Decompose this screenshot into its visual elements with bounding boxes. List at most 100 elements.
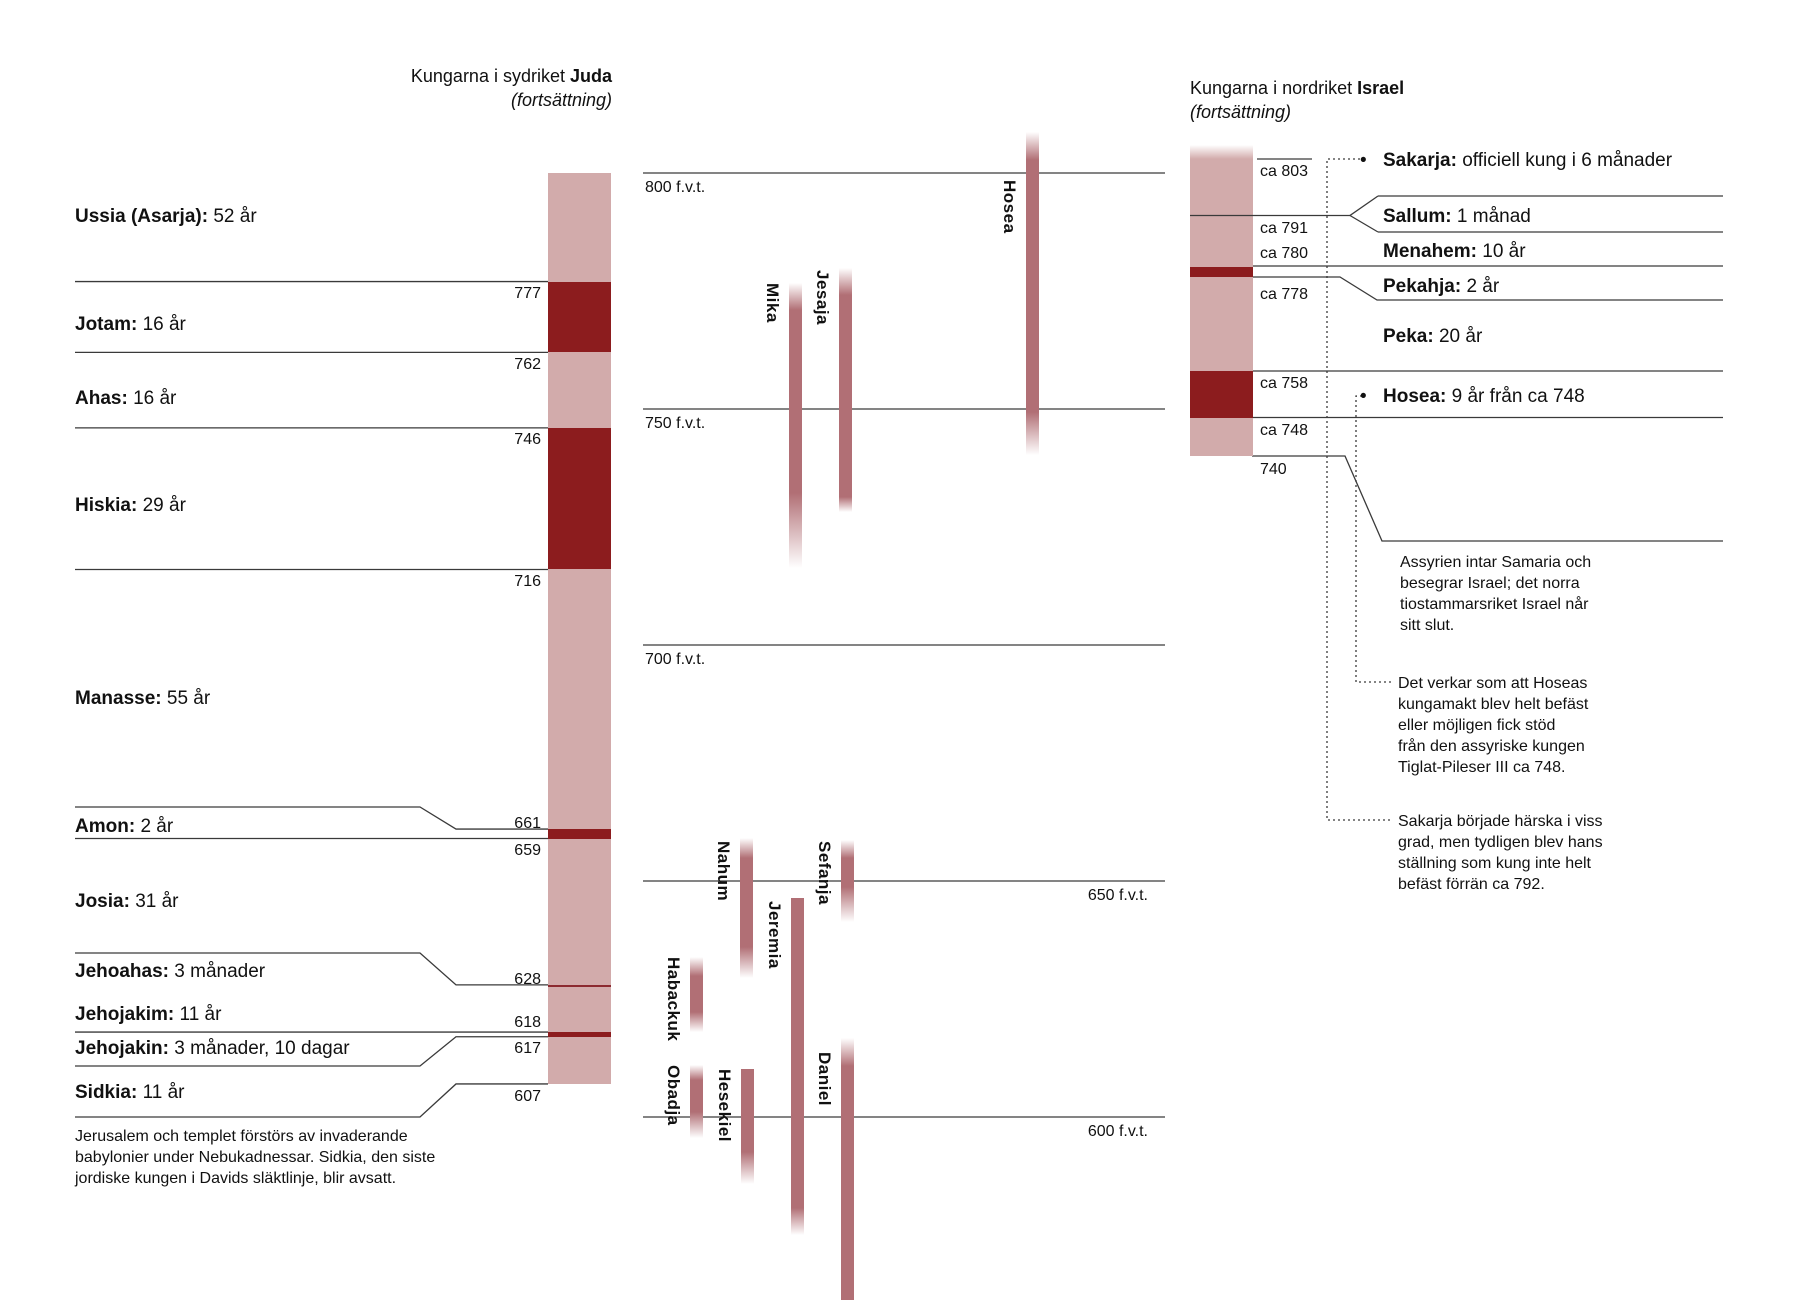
prophet-bar [840,840,854,922]
prophet-label: Daniel [815,1052,834,1107]
year-label: 716 [514,573,541,590]
annotation-line: kungamakt blev helt befäst [1398,696,1589,713]
king-separator-callout [75,952,548,986]
king-label: Jotam: 16 år [75,313,186,336]
king-detail: 1 månad [1456,206,1531,227]
juda-header: Kungarna i sydriket Juda (fortsättning) [411,64,612,112]
king-name: Jehojakim: [75,1004,175,1025]
prophet-bar [739,838,753,978]
king-label: Ussia (Asarja): 52 år [75,205,257,228]
juda-bar-segment [548,829,611,839]
annotation: Sakarja började härska i viss grad, men t… [1398,811,1603,895]
tick-label: 740 [1260,461,1287,478]
king-separator-callout [75,1036,548,1067]
king-name: Peka: [1383,326,1434,347]
tick-label: ca 780 [1260,245,1309,262]
king-detail: 3 månader, 10 dagar [174,1038,350,1059]
king-separator-callout [75,1083,548,1118]
juda-bar-segment [548,1036,611,1084]
king-name: Amon: [75,816,136,837]
king-detail: 2 år [1466,276,1500,297]
israel-king-label: Peka: 20 år [1383,325,1482,348]
juda-bar-segment [548,173,611,282]
juda-bar-marker-628 [548,984,611,987]
year-label: 777 [514,285,541,302]
king-label: Jehoahas: 3 månader [75,960,265,983]
king-detail: 55 år [166,688,211,709]
king-name: Manasse: [75,688,162,709]
tick-label: ca 748 [1260,422,1309,439]
sallum-arrow [1348,195,1379,233]
prophet-label: Sefanja [815,841,834,905]
juda-bar-segment [548,1032,611,1037]
prophet-bar [740,1069,754,1184]
juda-bar-segment [548,281,611,353]
king-name: Sallum: [1383,206,1452,227]
king-separator-callout [75,806,548,830]
prophet-bar [790,898,804,1235]
juda-bar-segment [548,352,611,428]
sakarja-dotted-connector [1326,158,1392,821]
king-detail: officiell kung i 6 månader [1462,150,1673,171]
juda-footnote: Jerusalem och templet förstörs av invade… [75,1126,435,1189]
israel-bar-segment [1190,159,1253,267]
era-label: 700 f.v.t. [645,651,706,668]
era-label: 750 f.v.t. [645,415,706,432]
prophet-label: Mika [763,283,782,323]
king-name: Hiskia: [75,495,138,516]
king-detail: 10 år [1482,241,1526,262]
annotation-line: Det verkar som att Hoseas [1398,675,1588,692]
king-detail: 3 månader [174,961,266,982]
king-name: Josia: [75,891,130,912]
annotation-line: befäst förrän ca 792. [1398,876,1545,893]
tick-label: ca 791 [1260,220,1309,237]
king-label: Sidkia: 11 år [75,1081,185,1104]
year-label: 746 [514,431,541,448]
king-name: Menahem: [1383,241,1477,262]
king-label: Josia: 31 år [75,890,179,913]
prophet-bar [1025,132,1039,455]
israel-bar-segment [1190,418,1253,456]
king-name: Ussia (Asarja): [75,206,209,227]
year-label: 661 [514,815,541,832]
annotation-line: Sakarja började härska i viss [1398,813,1603,830]
prophet-label: Nahum [714,841,733,902]
israel-king-label: Pekahja: 2 år [1383,275,1499,298]
king-name: Pekahja: [1383,276,1462,297]
prophet-bar [840,1038,854,1300]
year-label: 607 [514,1088,541,1105]
footnote-line: jordiske kungen i Davids släktlinje, bli… [75,1170,397,1187]
annotation-line: besegrar Israel; det norra [1400,575,1580,592]
annotation: Assyrien intar Samaria och besegrar Israe… [1400,552,1591,636]
assyria-callout-line [1252,455,1723,542]
king-detail: 9 år från ca 748 [1451,386,1585,407]
footnote-line: Jerusalem och templet förstörs av invade… [75,1128,408,1145]
israel-bar-segment [1190,371,1253,418]
king-detail: 11 år [179,1004,222,1025]
annotation: Det verkar som att Hoseas kungamakt blev … [1398,673,1588,778]
bullet-icon: • [1360,150,1367,171]
king-name: Sakarja: [1383,150,1457,171]
prophet-label: Habackuk [664,957,683,1042]
prophet-bar [788,283,802,568]
prophet-label: Hesekiel [715,1069,734,1142]
king-label: Ahas: 16 år [75,387,176,410]
king-name: Sidkia: [75,1082,138,1103]
israel-king-label: Sallum: 1 månad [1383,205,1531,228]
king-label: Manasse: 55 år [75,687,210,710]
year-label: 618 [514,1014,541,1031]
king-name: Jehojakin: [75,1038,169,1059]
era-label: 600 f.v.t. [1087,1123,1148,1140]
prophet-label: Jeremia [765,901,784,969]
king-detail: 16 år [142,314,186,335]
king-detail: 31 år [135,891,179,912]
king-name: Jehoahas: [75,961,169,982]
year-label: 628 [514,971,541,988]
era-label: 800 f.v.t. [645,179,706,196]
juda-header-subtitle: (fortsättning) [510,90,612,110]
king-label: Jehojakin: 3 månader, 10 dagar [75,1037,350,1060]
prophet-bar [689,957,703,1032]
hosea-dotted-connector [1355,395,1392,683]
